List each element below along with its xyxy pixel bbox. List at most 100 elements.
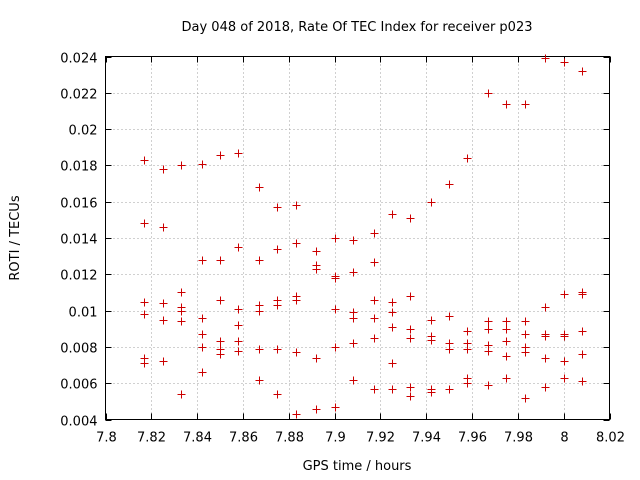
x-tick-label: 7.98	[504, 431, 533, 446]
x-tick-label: 7.9	[325, 431, 346, 446]
data-point-plus-marker	[541, 332, 550, 341]
y-tick-label: 0.014	[60, 233, 97, 248]
data-point-plus-marker	[560, 58, 569, 67]
y-tick-label: 0.018	[60, 160, 97, 175]
data-point-plus-marker	[388, 298, 397, 307]
data-point-plus-marker	[560, 374, 569, 383]
data-point-plus-marker	[541, 54, 550, 63]
data-point-plus-marker	[216, 350, 225, 359]
point-layer	[140, 54, 587, 419]
data-point-plus-marker	[502, 317, 511, 326]
data-point-plus-marker	[484, 325, 493, 334]
x-tick-label: 7.96	[458, 431, 487, 446]
data-point-plus-marker	[292, 348, 301, 357]
x-tick-label: 7.88	[275, 431, 304, 446]
data-point-plus-marker	[273, 390, 282, 399]
data-point-plus-marker	[255, 376, 264, 385]
data-point-plus-marker	[406, 392, 415, 401]
y-tick-label: 0.004	[60, 415, 97, 430]
data-point-plus-marker	[484, 317, 493, 326]
x-tick-label: 7.94	[412, 431, 441, 446]
data-point-plus-marker	[388, 359, 397, 368]
data-point-plus-marker	[560, 332, 569, 341]
x-tick-label: 8.02	[596, 431, 625, 446]
data-point-plus-marker	[312, 405, 321, 414]
data-point-plus-marker	[349, 376, 358, 385]
data-point-plus-marker	[502, 325, 511, 334]
data-point-plus-marker	[484, 347, 493, 356]
data-point-plus-marker	[331, 305, 340, 314]
data-point-plus-marker	[349, 268, 358, 277]
data-point-plus-marker	[292, 201, 301, 210]
data-point-plus-marker	[541, 303, 550, 312]
y-tick-label: 0.022	[60, 88, 97, 103]
data-point-plus-marker	[427, 388, 436, 397]
data-point-plus-marker	[331, 403, 340, 412]
data-point-plus-marker	[234, 243, 243, 252]
data-point-plus-marker	[331, 234, 340, 243]
y-tick-label: 0.01	[69, 306, 98, 321]
data-point-plus-marker	[388, 323, 397, 332]
data-point-plus-marker	[521, 100, 530, 109]
data-point-plus-marker	[560, 357, 569, 366]
data-point-plus-marker	[445, 385, 454, 394]
data-point-plus-marker	[370, 229, 379, 238]
data-point-plus-marker	[198, 330, 207, 339]
data-point-plus-marker	[388, 385, 397, 394]
data-point-plus-marker	[234, 149, 243, 158]
data-point-plus-marker	[234, 305, 243, 314]
tick-layer: 7.8 7.82 7.84 7.86 7.88 7.9 7.92 7.94 7.96 7.98 8 8…	[60, 52, 625, 446]
data-point-plus-marker	[463, 379, 472, 388]
x-tick-label: 7.92	[366, 431, 395, 446]
data-point-plus-marker	[312, 265, 321, 274]
x-tick-label: 8	[560, 431, 568, 446]
chart-title: Day 048 of 2018, Rate Of TEC Index for r…	[182, 20, 533, 35]
data-point-plus-marker	[578, 377, 587, 386]
data-point-plus-marker	[216, 256, 225, 265]
data-point-plus-marker	[273, 301, 282, 310]
data-point-plus-marker	[216, 151, 225, 160]
data-point-plus-marker	[521, 317, 530, 326]
data-point-plus-marker	[349, 236, 358, 245]
y-tick-label: 0.008	[60, 342, 97, 357]
data-point-plus-marker	[292, 239, 301, 248]
data-point-plus-marker	[445, 312, 454, 321]
data-point-plus-marker	[445, 345, 454, 354]
data-point-plus-marker	[159, 357, 168, 366]
y-tick-label: 0.006	[60, 378, 97, 393]
data-point-plus-marker	[312, 247, 321, 256]
data-point-plus-marker	[502, 100, 511, 109]
data-point-plus-marker	[198, 368, 207, 377]
data-point-plus-marker	[406, 325, 415, 334]
data-point-plus-marker	[177, 390, 186, 399]
data-point-plus-marker	[273, 345, 282, 354]
data-point-plus-marker	[177, 317, 186, 326]
data-point-plus-marker	[312, 354, 321, 363]
data-point-plus-marker	[234, 321, 243, 330]
data-point-plus-marker	[406, 383, 415, 392]
data-point-plus-marker	[370, 334, 379, 343]
data-point-plus-marker	[349, 339, 358, 348]
data-point-plus-marker	[484, 381, 493, 390]
data-point-plus-marker	[463, 327, 472, 336]
x-tick-label: 7.84	[183, 431, 212, 446]
data-point-plus-marker	[406, 214, 415, 223]
data-point-plus-marker	[502, 352, 511, 361]
data-point-plus-marker	[234, 347, 243, 356]
data-point-plus-marker	[463, 345, 472, 354]
data-point-plus-marker	[578, 350, 587, 359]
data-point-plus-marker	[541, 383, 550, 392]
data-point-plus-marker	[331, 274, 340, 283]
data-point-plus-marker	[427, 198, 436, 207]
data-point-plus-marker	[198, 314, 207, 323]
data-point-plus-marker	[388, 308, 397, 317]
x-tick-label: 7.86	[229, 431, 258, 446]
data-point-plus-marker	[463, 154, 472, 163]
y-tick-label: 0.02	[69, 124, 98, 139]
data-point-plus-marker	[177, 161, 186, 170]
data-point-plus-marker	[292, 296, 301, 305]
data-point-plus-marker	[406, 292, 415, 301]
data-point-plus-marker	[255, 345, 264, 354]
data-point-plus-marker	[234, 337, 243, 346]
